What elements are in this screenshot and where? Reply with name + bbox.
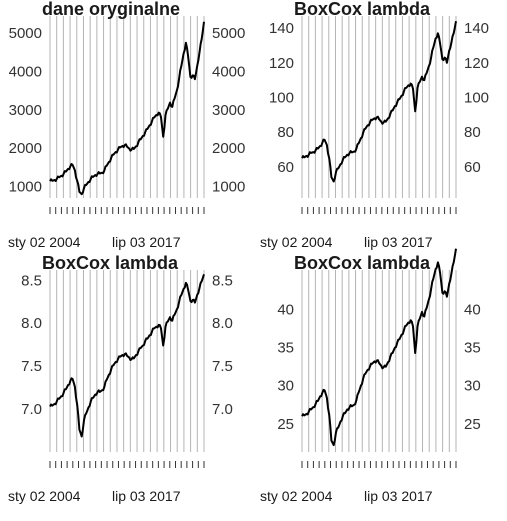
series-line — [301, 248, 457, 447]
chart-title: BoxCox lambda — [42, 253, 179, 273]
chart-panel-1: dane oryginalne 1000 1000 2000 2000 3000 3000 4… — [8, 0, 245, 250]
y-tick-label-right: 7.5 — [212, 358, 233, 375]
y-tick-label-right: 40 — [464, 302, 481, 319]
y-tick-label-left: 3000 — [9, 102, 42, 119]
chart-panel-3: BoxCox lambda 7.0 7.0 7.5 7.5 8.0 8.0 8.5 8.5 sty… — [8, 253, 233, 504]
x-date-label-start: sty 02 2004 — [8, 488, 81, 504]
series-line — [301, 21, 457, 183]
y-tick-label-left: 8.0 — [21, 315, 42, 332]
y-tick-label-right: 2000 — [212, 140, 245, 157]
series-line — [49, 273, 205, 438]
x-date-label-end: lip 03 2017 — [364, 488, 433, 504]
x-date-label-start: sty 02 2004 — [260, 234, 333, 250]
y-tick-label-right: 25 — [464, 416, 481, 433]
y-tick-label-left: 7.5 — [21, 358, 42, 375]
y-tick-label-left: 80 — [277, 124, 294, 141]
y-tick-label-right: 80 — [464, 124, 481, 141]
y-tick-label-right: 8.5 — [212, 272, 233, 289]
y-tick-label-right: 1000 — [212, 179, 245, 196]
y-tick-label-right: 60 — [464, 159, 481, 176]
chart-title: BoxCox lambda — [294, 253, 431, 273]
chart-title: BoxCox lambda — [294, 0, 431, 19]
y-tick-label-right: 4000 — [212, 64, 245, 81]
y-tick-label-left: 40 — [277, 302, 294, 319]
y-tick-label-left: 30 — [277, 378, 294, 395]
chart-title: dane oryginalne — [42, 0, 180, 19]
y-tick-label-right: 120 — [464, 55, 489, 72]
y-tick-label-left: 1000 — [9, 179, 42, 196]
x-date-label-start: sty 02 2004 — [8, 234, 81, 250]
y-tick-label-left: 2000 — [9, 140, 42, 157]
y-tick-label-left: 7.0 — [21, 401, 42, 418]
x-date-label-end: lip 03 2017 — [364, 234, 433, 250]
x-date-label-end: lip 03 2017 — [112, 488, 181, 504]
y-tick-label-right: 30 — [464, 378, 481, 395]
y-tick-label-right: 35 — [464, 340, 481, 357]
y-tick-label-left: 140 — [269, 20, 294, 37]
x-date-label-end: lip 03 2017 — [112, 234, 181, 250]
y-tick-label-left: 8.5 — [21, 272, 42, 289]
y-tick-label-right: 5000 — [212, 25, 245, 42]
y-tick-label-left: 5000 — [9, 25, 42, 42]
y-tick-label-right: 3000 — [212, 102, 245, 119]
y-tick-label-right: 7.0 — [212, 401, 233, 418]
y-tick-label-left: 35 — [277, 340, 294, 357]
y-tick-label-right: 100 — [464, 89, 489, 106]
y-tick-label-left: 120 — [269, 55, 294, 72]
y-tick-label-left: 4000 — [9, 64, 42, 81]
y-tick-label-left: 25 — [277, 416, 294, 433]
chart-panel-4: BoxCox lambda 25 25 30 30 35 35 40 40 sty 02 2004… — [260, 248, 481, 504]
y-tick-label-right: 140 — [464, 20, 489, 37]
x-date-label-start: sty 02 2004 — [260, 488, 333, 504]
y-tick-label-right: 8.0 — [212, 315, 233, 332]
y-tick-label-left: 100 — [269, 89, 294, 106]
series-line — [49, 21, 205, 196]
y-tick-label-left: 60 — [277, 159, 294, 176]
chart-panel-2: BoxCox lambda 60 60 80 80 100 100 120 120 140 140 s… — [260, 0, 489, 250]
